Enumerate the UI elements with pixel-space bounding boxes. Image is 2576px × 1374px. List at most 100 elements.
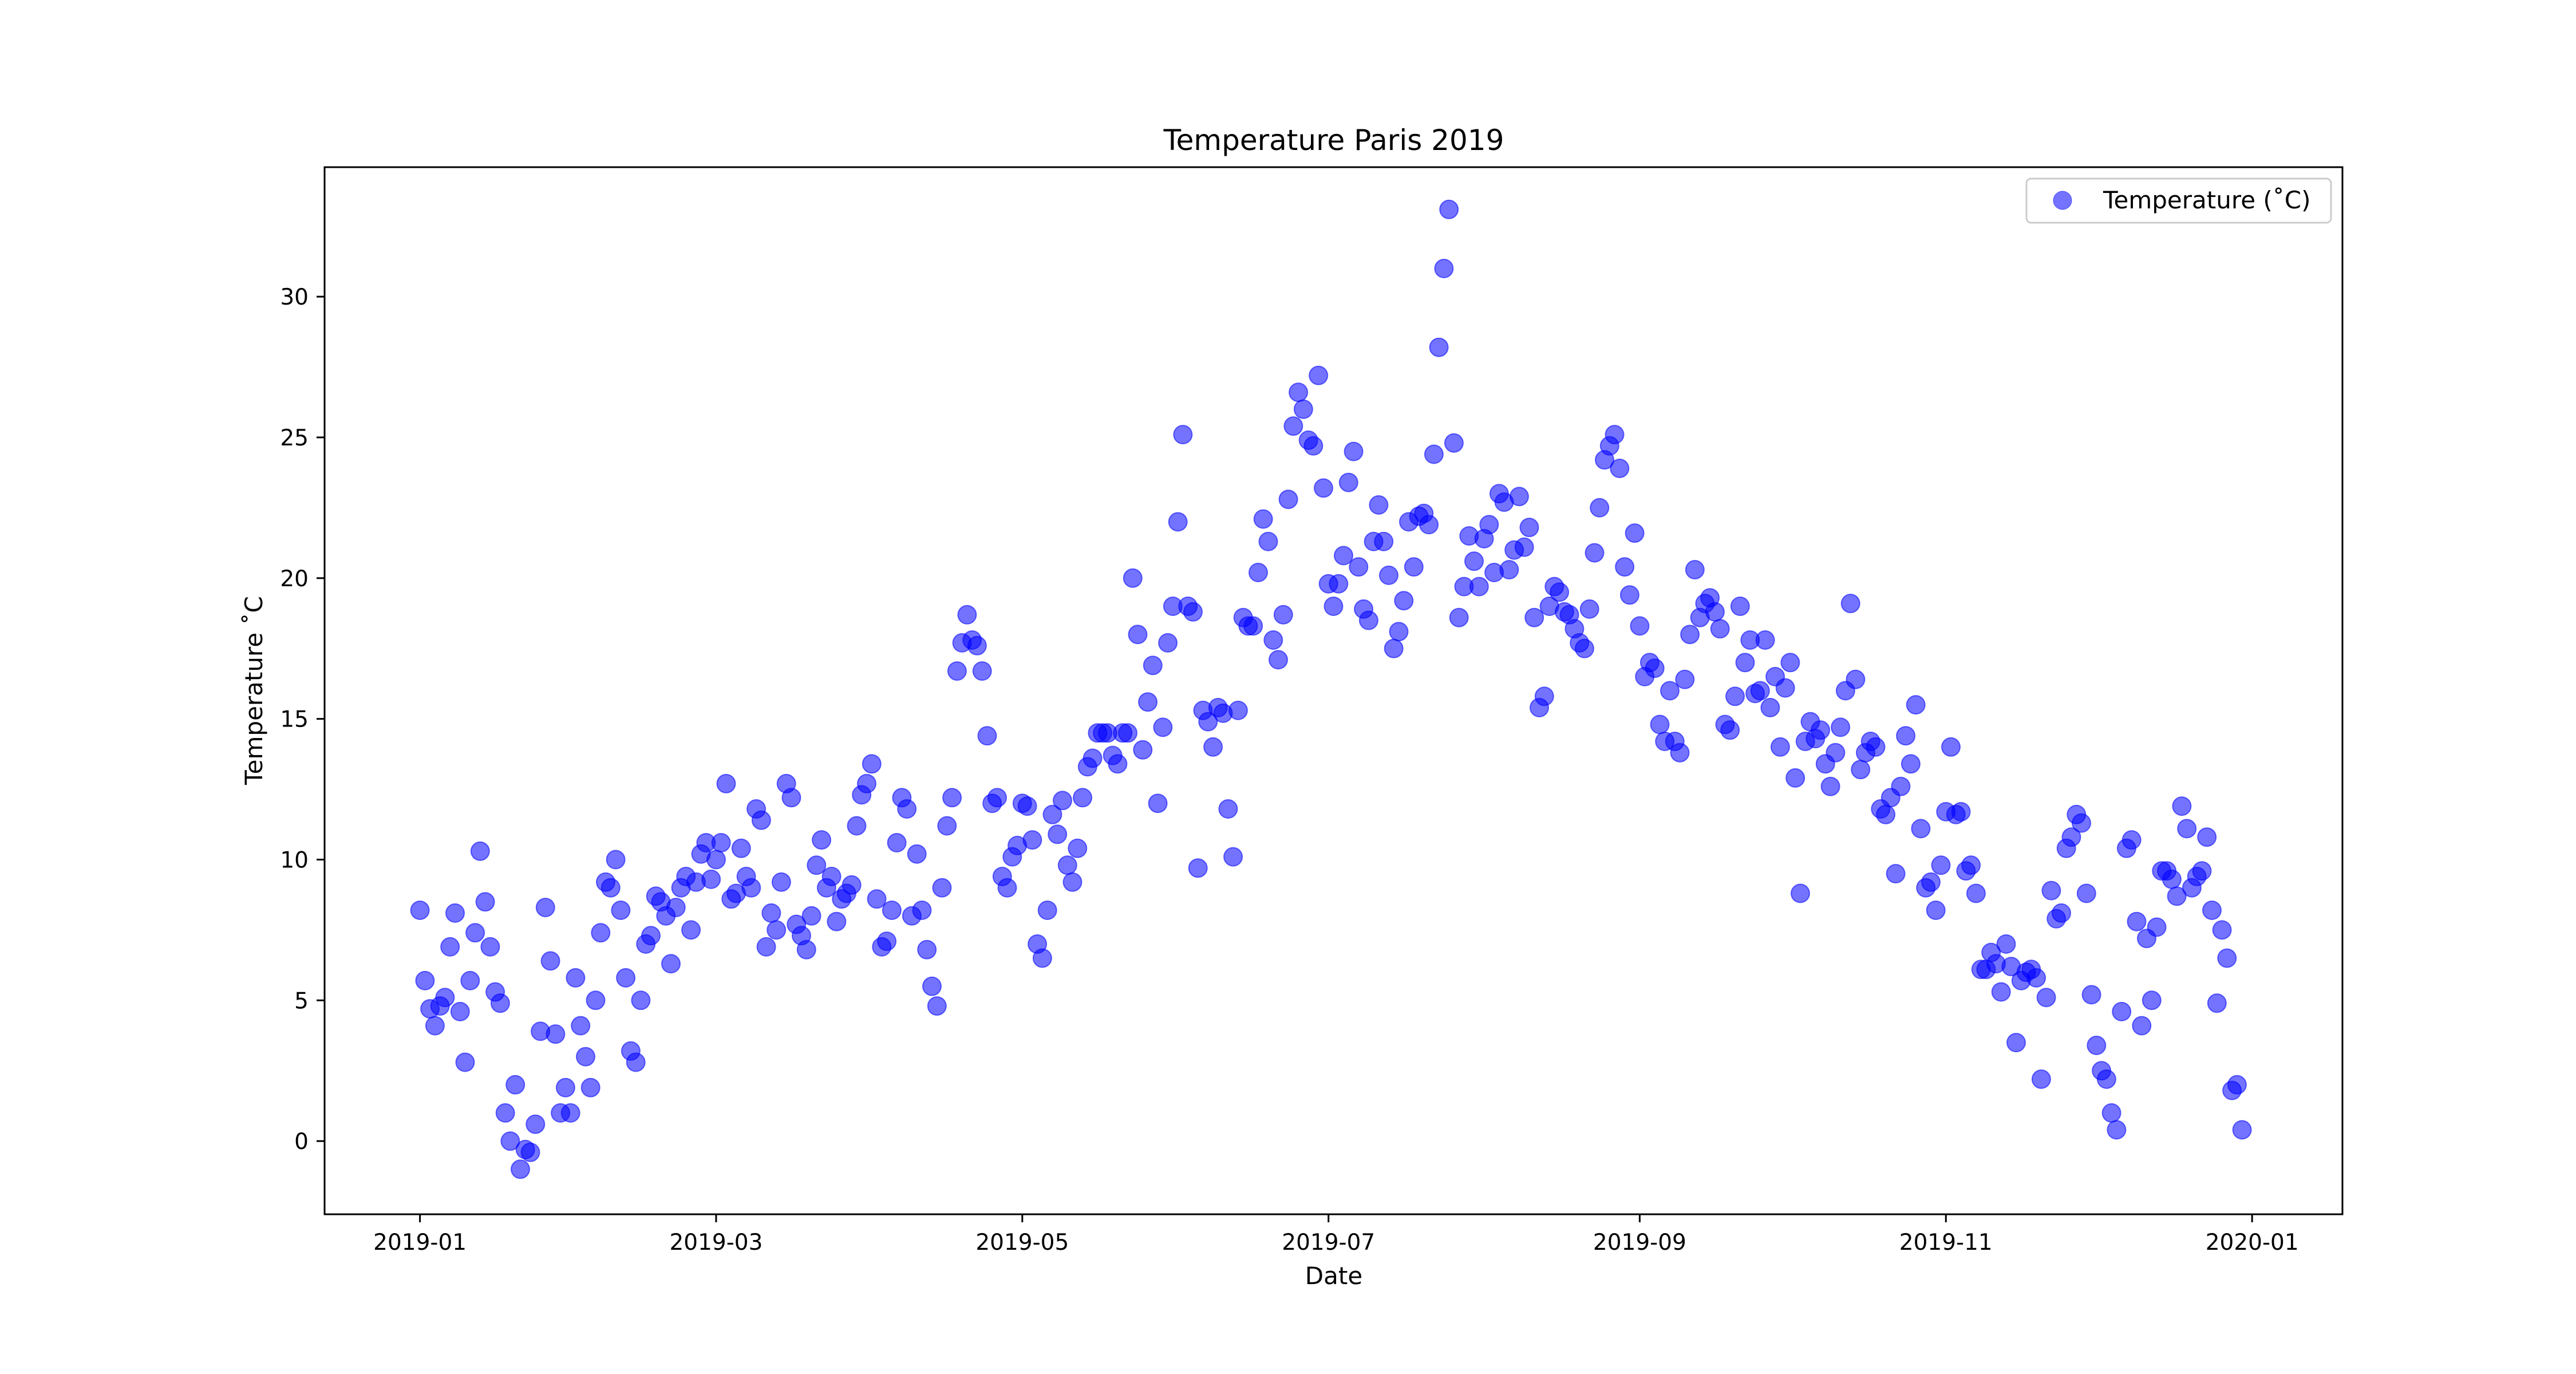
data-point [812, 830, 832, 850]
chart-title: Temperature Paris 2019 [1163, 124, 1504, 157]
data-point [2172, 796, 2192, 816]
data-point [490, 993, 510, 1013]
data-point [560, 1103, 580, 1123]
data-point [1645, 658, 1665, 678]
data-point [922, 976, 942, 996]
data-point [1223, 847, 1243, 867]
data-point [2006, 1033, 2026, 1053]
data-point [1625, 523, 1645, 543]
data-point [997, 878, 1017, 898]
data-point [741, 878, 761, 898]
data-point [827, 911, 847, 931]
data-point [821, 867, 841, 886]
data-point [1278, 489, 1298, 510]
data-point [1996, 934, 2016, 954]
data-point [1605, 425, 1625, 445]
data-point [767, 920, 787, 940]
data-point [511, 1159, 530, 1179]
data-point [1811, 720, 1831, 740]
data-point [731, 838, 751, 858]
data-point [1062, 872, 1082, 892]
data-point [1760, 698, 1780, 717]
data-point [1680, 625, 1700, 645]
data-point [1876, 804, 1896, 824]
data-point [1374, 531, 1394, 551]
data-point [1108, 754, 1128, 774]
data-point [546, 1024, 566, 1044]
data-point [1334, 546, 1353, 566]
data-point [1685, 560, 1705, 580]
data-point [470, 841, 490, 861]
data-point [455, 1052, 475, 1072]
data-point [2061, 827, 2081, 847]
x-axis-label: Date [1305, 1262, 1362, 1290]
y-axis-label: Temperature ˚C [240, 596, 268, 785]
legend-label: Temperature (˚C) [2103, 186, 2311, 214]
data-point [711, 833, 731, 852]
data-point [2072, 813, 2091, 833]
data-point [1906, 695, 1926, 715]
data-point [1323, 597, 1344, 616]
data-point [415, 970, 435, 990]
data-point [1901, 754, 1921, 774]
data-point [586, 990, 606, 1010]
data-point [932, 878, 952, 898]
data-point [1730, 597, 1750, 616]
data-point [1148, 793, 1168, 814]
data-point [626, 1052, 646, 1072]
data-point [1574, 638, 1594, 658]
data-point [1384, 638, 1404, 658]
data-point [571, 1016, 591, 1036]
data-point [2232, 1120, 2252, 1140]
data-point [1951, 802, 1971, 822]
data-point [495, 1103, 515, 1123]
data-point [1791, 883, 1810, 903]
data-point [1228, 700, 1248, 720]
data-point [1966, 883, 1986, 903]
data-point [807, 855, 827, 875]
data-point [1866, 737, 1886, 757]
data-point [1153, 717, 1173, 737]
data-point [1048, 824, 1068, 844]
data-point [1534, 686, 1554, 706]
x-tick-label: 2019-09 [1593, 1230, 1686, 1255]
data-point [2026, 968, 2046, 988]
data-point [1389, 622, 1409, 642]
data-point [1439, 199, 1459, 219]
data-point [666, 898, 686, 918]
data-point [2192, 861, 2212, 881]
data-point [1057, 855, 1077, 875]
data-point [1479, 515, 1499, 535]
data-point [661, 954, 681, 974]
data-point [1449, 607, 1469, 627]
data-point [1615, 557, 1635, 577]
data-point [942, 788, 962, 808]
data-point [862, 754, 882, 774]
data-point [1524, 607, 1544, 627]
data-point [2031, 1069, 2051, 1089]
data-point [1017, 796, 1037, 816]
data-point [1243, 616, 1263, 636]
data-point [771, 872, 791, 892]
data-point [967, 635, 987, 656]
data-point [1820, 776, 1840, 796]
data-point [500, 1131, 520, 1151]
data-point [2127, 911, 2147, 931]
data-point [857, 773, 876, 793]
x-tick-label: 2019-11 [1899, 1230, 1993, 1255]
x-tick-label: 2019-05 [975, 1230, 1069, 1255]
data-point [1650, 714, 1670, 735]
data-point [1143, 656, 1163, 676]
data-point [425, 1016, 445, 1036]
y-tick-label: 20 [280, 566, 309, 592]
data-point [1826, 743, 1846, 763]
data-point [606, 850, 626, 870]
data-point [2036, 988, 2056, 1008]
data-point [2101, 1103, 2121, 1123]
data-point [897, 799, 917, 819]
plot-frame [323, 166, 2344, 1215]
data-point [1619, 585, 1639, 605]
data-point [2081, 985, 2101, 1005]
data-point [1293, 399, 1313, 419]
